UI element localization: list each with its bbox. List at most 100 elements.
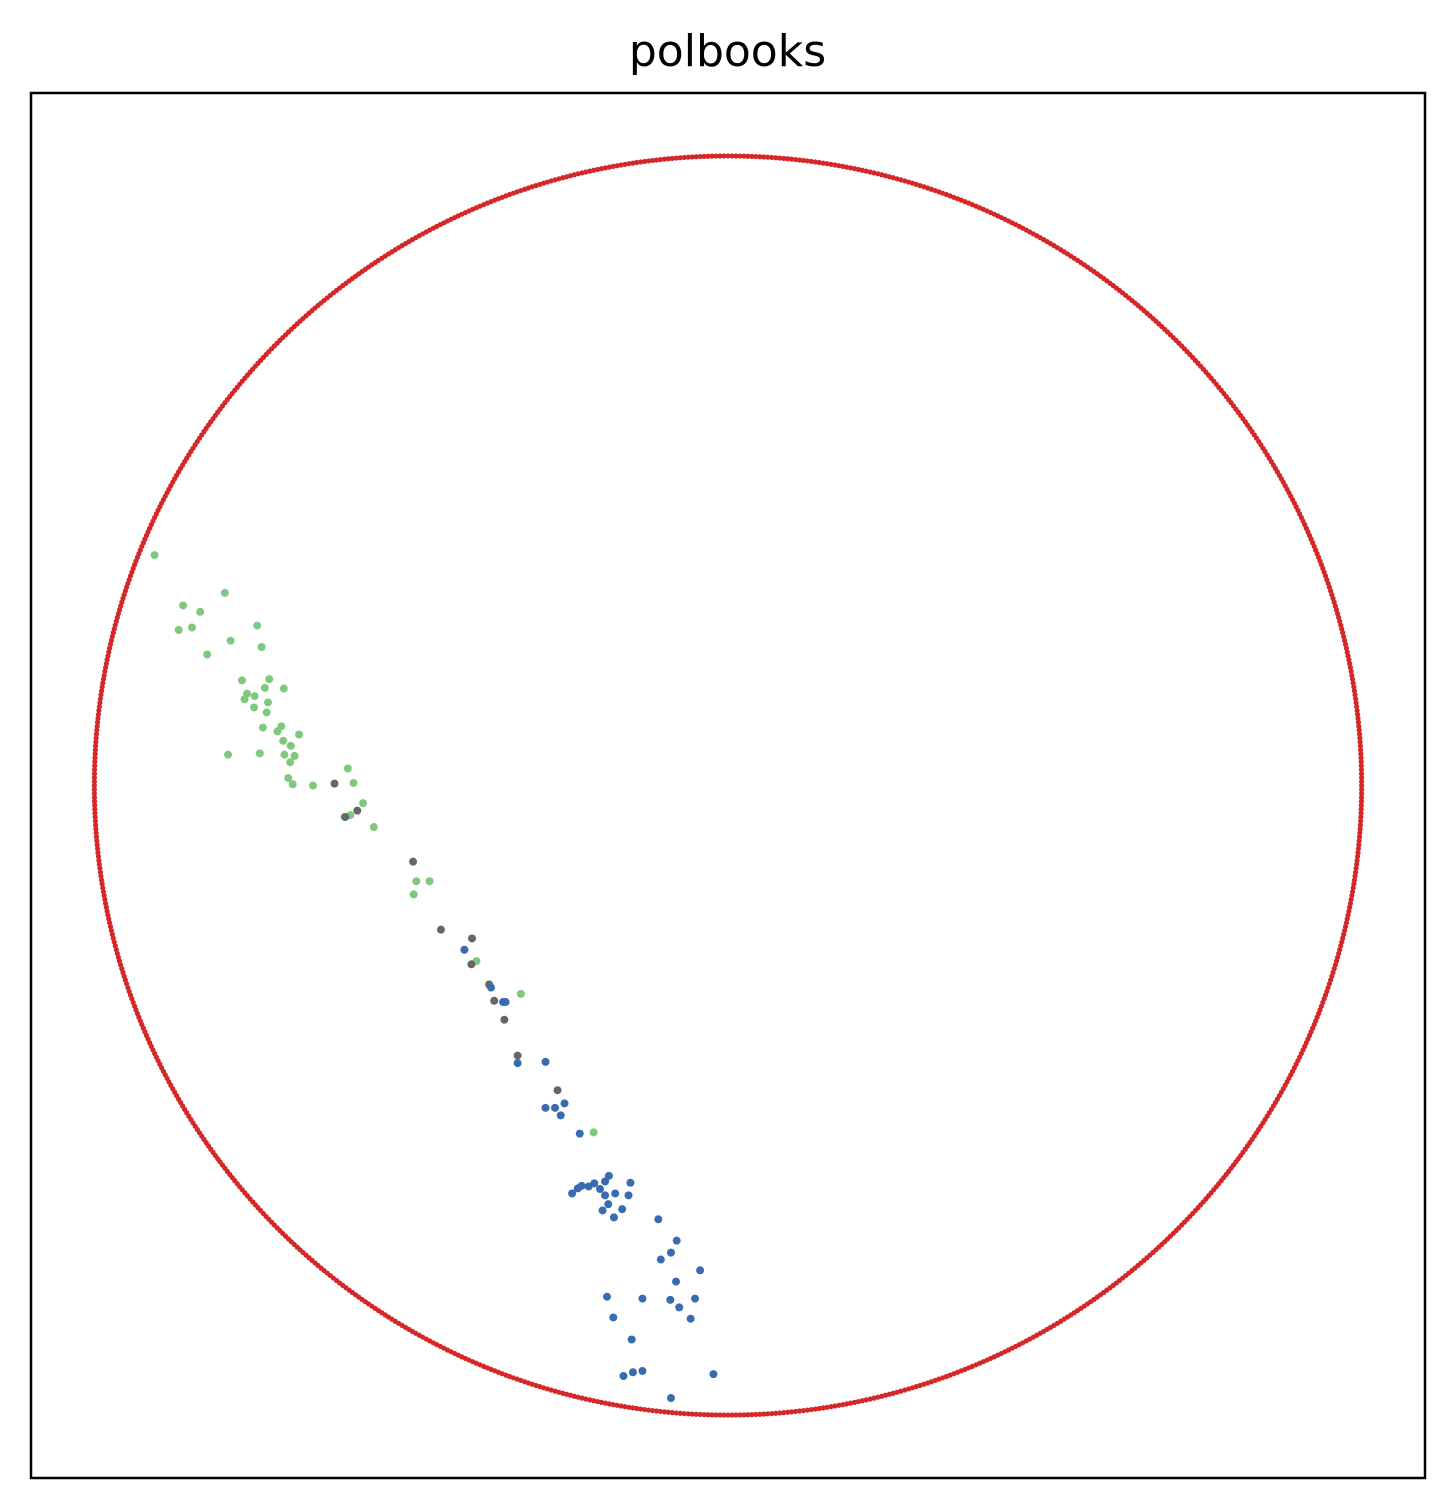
boundary-point: [94, 846, 101, 852]
boundary-point: [749, 153, 755, 159]
boundary-point: [1354, 711, 1361, 718]
boundary-point: [92, 814, 98, 820]
boundary-point: [649, 157, 656, 164]
data-point-series-1: [409, 857, 418, 866]
boundary-point: [630, 1405, 636, 1411]
boundary-point: [98, 877, 105, 883]
boundary-point: [844, 1401, 850, 1407]
boundary-point: [96, 861, 102, 868]
data-point-series-0: [250, 703, 259, 712]
data-point-series-0: [286, 758, 295, 767]
boundary-point: [1350, 680, 1356, 686]
boundary-point: [669, 155, 675, 161]
boundary-point: [796, 1408, 803, 1414]
boundary-point: [1358, 759, 1364, 765]
data-point-series-2: [628, 1368, 637, 1377]
data-point-series-0: [279, 684, 288, 693]
boundary-point: [626, 1404, 632, 1410]
data-point-series-2: [575, 1129, 584, 1138]
data-point-series-2: [609, 1213, 618, 1222]
boundary-point: [104, 657, 110, 663]
data-point-series-0: [425, 877, 434, 886]
boundary-point: [94, 842, 100, 848]
boundary-point: [91, 794, 98, 800]
boundary-point: [1354, 861, 1360, 868]
data-point-series-0: [288, 780, 297, 789]
boundary-point: [1358, 802, 1364, 808]
boundary-point: [753, 153, 759, 160]
boundary-point: [618, 162, 624, 168]
data-point-series-2: [590, 1179, 599, 1188]
data-point-series-2: [541, 1103, 550, 1112]
plot-frame: [29, 91, 1427, 1480]
boundary-point: [92, 818, 98, 824]
boundary-point: [91, 786, 97, 793]
boundary-point: [95, 850, 101, 856]
boundary-point: [100, 680, 106, 686]
boundary-point: [1358, 798, 1365, 804]
boundary-point: [594, 1398, 601, 1405]
data-point-series-0: [187, 623, 196, 632]
boundary-point: [98, 873, 104, 879]
data-point-series-2: [568, 1189, 577, 1198]
boundary-point: [92, 747, 98, 753]
data-point-series-2: [638, 1294, 647, 1303]
boundary-point: [1351, 877, 1358, 883]
boundary-point: [867, 169, 873, 175]
data-point-series-1: [467, 960, 476, 969]
boundary-point: [1349, 889, 1356, 895]
boundary-point: [701, 153, 707, 159]
boundary-point: [816, 159, 822, 166]
boundary-point: [697, 153, 703, 160]
boundary-point: [100, 885, 106, 891]
boundary-point: [94, 723, 100, 729]
data-point-series-1: [341, 812, 350, 821]
boundary-point: [96, 857, 102, 864]
boundary-point: [91, 774, 98, 781]
boundary-point: [851, 1399, 858, 1405]
boundary-point: [1357, 739, 1363, 745]
boundary-point: [820, 160, 826, 166]
boundary-point: [689, 154, 695, 160]
boundary-point: [800, 157, 807, 164]
boundary-point: [1349, 676, 1356, 682]
boundary-point: [1352, 696, 1359, 702]
boundary-point: [788, 1409, 795, 1415]
boundary-point: [602, 1400, 608, 1406]
boundary-point: [94, 727, 100, 733]
data-point-series-2: [666, 1394, 675, 1403]
boundary-point: [642, 158, 648, 165]
data-point-series-0: [243, 689, 252, 698]
boundary-point: [725, 153, 731, 159]
boundary-point: [804, 1407, 811, 1413]
boundary-point: [769, 1410, 775, 1417]
boundary-point: [657, 156, 664, 163]
boundary-point: [832, 1403, 838, 1409]
boundary-point: [741, 153, 747, 159]
boundary-point: [95, 715, 101, 721]
boundary-point: [792, 1408, 799, 1415]
boundary-point: [859, 167, 865, 173]
boundary-point: [836, 163, 842, 169]
data-point-series-2: [487, 983, 496, 992]
boundary-point: [92, 810, 98, 816]
boundary-point: [634, 159, 640, 166]
boundary-point: [804, 158, 811, 164]
boundary-point: [91, 790, 98, 797]
boundary-point: [1356, 838, 1362, 844]
boundary-point: [737, 153, 743, 159]
boundary-point: [1358, 763, 1364, 769]
boundary-point: [681, 1410, 687, 1417]
boundary-point: [1357, 735, 1363, 741]
boundary-point: [788, 156, 795, 162]
boundary-point: [1358, 774, 1365, 781]
boundary-point: [587, 168, 593, 174]
boundary-point: [677, 155, 683, 161]
boundary-point: [645, 158, 652, 164]
boundary-point: [828, 161, 834, 167]
boundary-point: [661, 156, 668, 162]
data-point-series-1: [436, 925, 445, 934]
boundary-point: [92, 755, 98, 761]
data-point-series-2: [601, 1177, 610, 1186]
data-point-series-1: [500, 1015, 509, 1024]
